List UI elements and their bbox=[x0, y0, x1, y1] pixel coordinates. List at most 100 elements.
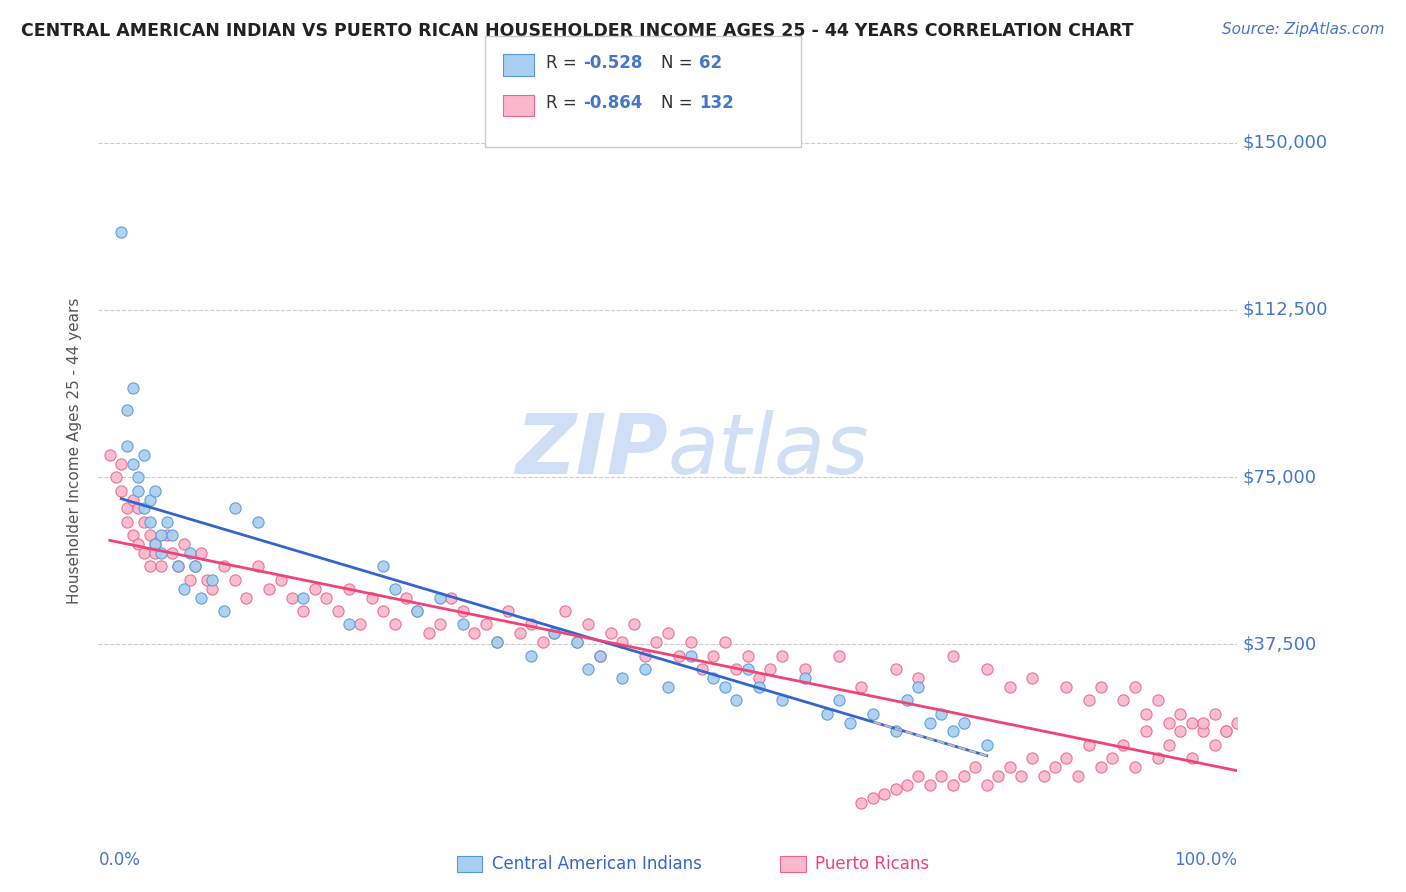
Point bbox=[896, 693, 918, 707]
Point bbox=[1181, 715, 1204, 730]
Point bbox=[1157, 738, 1180, 752]
Point bbox=[179, 573, 201, 587]
Point bbox=[1181, 751, 1204, 765]
Point bbox=[976, 738, 998, 752]
Point bbox=[406, 604, 429, 618]
Point bbox=[150, 559, 173, 574]
Point bbox=[942, 778, 965, 792]
Point bbox=[759, 662, 782, 676]
Point bbox=[440, 591, 463, 605]
Point bbox=[884, 782, 907, 797]
Point bbox=[304, 582, 326, 596]
Point bbox=[127, 470, 149, 484]
Text: N =: N = bbox=[661, 94, 697, 112]
Point bbox=[565, 635, 588, 649]
Point bbox=[1146, 751, 1168, 765]
Point bbox=[132, 448, 155, 462]
Point bbox=[588, 648, 610, 663]
Text: CENTRAL AMERICAN INDIAN VS PUERTO RICAN HOUSEHOLDER INCOME AGES 25 - 44 YEARS CO: CENTRAL AMERICAN INDIAN VS PUERTO RICAN … bbox=[21, 22, 1133, 40]
Point bbox=[815, 706, 838, 721]
Point bbox=[839, 715, 862, 730]
Point bbox=[1146, 693, 1168, 707]
Point bbox=[576, 662, 599, 676]
Point bbox=[612, 635, 634, 649]
Point bbox=[190, 591, 212, 605]
Point bbox=[1021, 751, 1043, 765]
Point bbox=[167, 559, 190, 574]
Point bbox=[371, 559, 394, 574]
Point bbox=[737, 662, 759, 676]
Point bbox=[918, 778, 941, 792]
Point bbox=[195, 573, 218, 587]
Point bbox=[145, 537, 167, 551]
Point bbox=[873, 787, 896, 801]
Point bbox=[520, 617, 543, 632]
Point bbox=[884, 724, 907, 739]
Text: R =: R = bbox=[546, 54, 582, 72]
Text: Source: ZipAtlas.com: Source: ZipAtlas.com bbox=[1222, 22, 1385, 37]
Point bbox=[929, 706, 952, 721]
Point bbox=[1021, 671, 1043, 685]
Point bbox=[138, 515, 160, 529]
Point bbox=[246, 515, 269, 529]
Point bbox=[976, 778, 998, 792]
Point bbox=[543, 626, 565, 640]
Point bbox=[150, 546, 173, 560]
Text: -0.528: -0.528 bbox=[583, 54, 643, 72]
Point bbox=[132, 501, 155, 516]
Point bbox=[942, 724, 965, 739]
Point bbox=[184, 559, 207, 574]
Point bbox=[884, 662, 907, 676]
Point bbox=[173, 537, 195, 551]
Point bbox=[1215, 724, 1237, 739]
Point bbox=[212, 559, 235, 574]
Point bbox=[828, 648, 851, 663]
Point bbox=[1135, 706, 1157, 721]
Point bbox=[851, 796, 873, 810]
Text: -0.864: -0.864 bbox=[583, 94, 643, 112]
Point bbox=[212, 604, 235, 618]
Point bbox=[793, 662, 815, 676]
Point bbox=[1101, 751, 1123, 765]
Point bbox=[371, 604, 394, 618]
Point bbox=[127, 483, 149, 498]
Point bbox=[498, 604, 520, 618]
Point bbox=[145, 546, 167, 560]
Point bbox=[121, 528, 143, 542]
Point bbox=[907, 769, 929, 783]
Point bbox=[337, 582, 360, 596]
Point bbox=[987, 769, 1010, 783]
Point bbox=[98, 448, 121, 462]
Point bbox=[162, 528, 184, 542]
Text: 100.0%: 100.0% bbox=[1174, 852, 1237, 870]
Point bbox=[132, 546, 155, 560]
Point bbox=[531, 635, 554, 649]
Point bbox=[668, 648, 690, 663]
Point bbox=[1032, 769, 1054, 783]
Point bbox=[907, 680, 929, 694]
Point bbox=[115, 439, 138, 453]
Point bbox=[451, 617, 474, 632]
Point bbox=[657, 680, 679, 694]
Point bbox=[623, 617, 645, 632]
Point bbox=[224, 501, 246, 516]
Point bbox=[1010, 769, 1032, 783]
Point bbox=[737, 648, 759, 663]
Point bbox=[292, 604, 315, 618]
Point bbox=[138, 559, 160, 574]
Point bbox=[645, 635, 668, 649]
Text: 62: 62 bbox=[699, 54, 721, 72]
Point bbox=[486, 635, 509, 649]
Point bbox=[429, 617, 451, 632]
Text: 0.0%: 0.0% bbox=[98, 852, 141, 870]
Point bbox=[725, 693, 748, 707]
Point bbox=[965, 760, 987, 774]
Point bbox=[725, 662, 748, 676]
Y-axis label: Householder Income Ages 25 - 44 years: Householder Income Ages 25 - 44 years bbox=[67, 297, 83, 604]
Text: $150,000: $150,000 bbox=[1243, 134, 1329, 152]
Text: ZIP: ZIP bbox=[515, 410, 668, 491]
Point bbox=[588, 648, 610, 663]
Point bbox=[679, 635, 702, 649]
Point bbox=[1043, 760, 1066, 774]
Point bbox=[138, 492, 160, 507]
